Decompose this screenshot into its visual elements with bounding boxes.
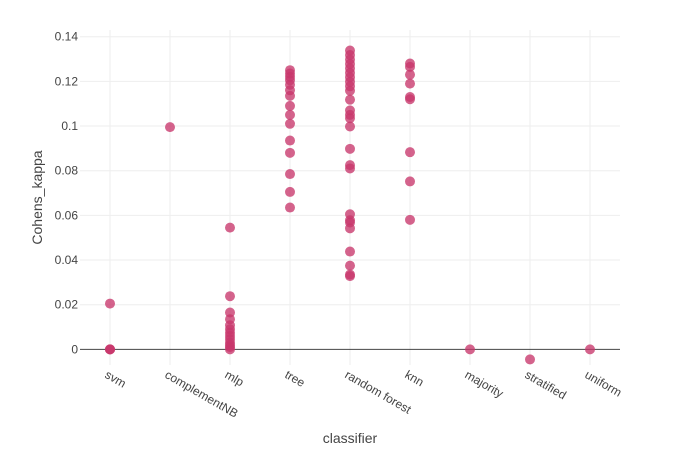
data-point: [525, 354, 535, 365]
data-point: [285, 118, 295, 129]
data-point: [285, 147, 295, 158]
x-tick-label: tree: [283, 367, 308, 390]
x-tick-label: knn: [403, 367, 427, 389]
data-point: [405, 147, 415, 158]
data-point: [285, 202, 295, 213]
data-point: [165, 122, 175, 133]
x-tick-label: mlp: [223, 367, 247, 389]
data-point: [405, 78, 415, 89]
data-point: [285, 100, 295, 111]
data-point: [405, 214, 415, 225]
y-tick-label: 0.14: [55, 30, 79, 44]
data-points: [105, 45, 595, 365]
data-point: [225, 344, 235, 355]
data-point: [285, 169, 295, 180]
data-point: [345, 271, 355, 282]
data-point: [345, 113, 355, 124]
y-tick-label: 0.1: [61, 119, 78, 133]
data-point: [345, 121, 355, 132]
x-tick-label: svm: [103, 367, 129, 390]
y-tick-label: 0.02: [55, 298, 79, 312]
data-point: [225, 291, 235, 302]
data-point: [405, 61, 415, 72]
data-point: [465, 344, 475, 355]
x-tick-label: majority: [463, 367, 506, 400]
data-point: [405, 69, 415, 80]
y-tick-label: 0.04: [55, 253, 79, 267]
data-point: [345, 94, 355, 105]
data-point: [345, 223, 355, 234]
y-axis: 0 0.02 0.04 0.06 0.08 0.1 0.12 0.14: [55, 30, 79, 357]
data-point: [345, 143, 355, 154]
data-point: [345, 260, 355, 271]
data-point: [345, 246, 355, 257]
y-tick-label: 0: [71, 342, 78, 356]
data-point: [285, 109, 295, 120]
y-tick-label: 0.08: [55, 164, 79, 178]
data-point: [585, 344, 595, 355]
data-point: [285, 90, 295, 101]
data-point: [405, 94, 415, 105]
data-point: [285, 186, 295, 197]
y-tick-label: 0.06: [55, 208, 79, 222]
x-tick-label: random forest: [343, 367, 415, 416]
x-tick-label: uniform: [583, 367, 625, 399]
data-point: [225, 222, 235, 233]
data-point: [345, 163, 355, 174]
data-point: [105, 298, 115, 309]
x-axis-title: classifier: [323, 430, 378, 446]
y-tick-label: 0.12: [55, 74, 79, 88]
data-point: [405, 176, 415, 187]
data-point: [105, 344, 115, 355]
data-point: [285, 135, 295, 146]
y-axis-title: Cohens_kappa: [29, 150, 45, 244]
x-tick-label: stratified: [523, 367, 569, 402]
data-point: [345, 85, 355, 96]
